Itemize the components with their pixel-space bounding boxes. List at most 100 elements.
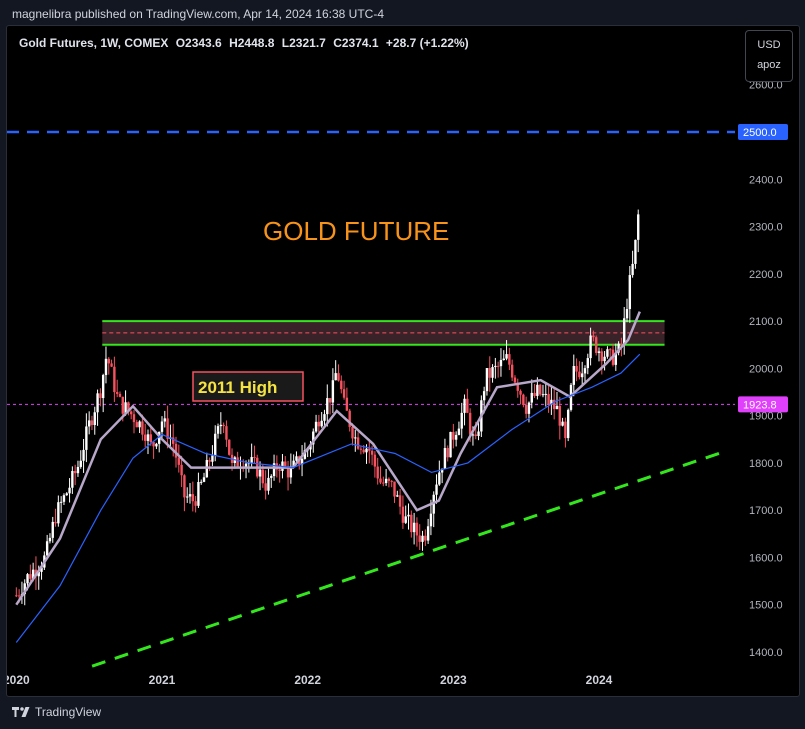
annotation-box-label: 2011 High (198, 378, 277, 397)
candle-body (303, 450, 307, 459)
candle-body (637, 214, 640, 240)
x-tick-label: 2021 (149, 673, 176, 687)
candle-body (155, 443, 158, 447)
candle-body (289, 466, 293, 478)
candle-body (510, 364, 514, 378)
candle-body (219, 424, 223, 427)
candle-body (508, 354, 511, 365)
candle-body (491, 367, 494, 378)
candle-body (547, 393, 550, 405)
candle-body (620, 343, 623, 345)
candle-body (452, 431, 455, 440)
candle-body (488, 368, 491, 378)
candle-body (51, 521, 54, 538)
candle-body (550, 399, 553, 405)
candle-body (555, 405, 559, 410)
candle-body (328, 398, 332, 403)
candle-body (267, 477, 270, 491)
candle-body (606, 349, 609, 357)
candle-body (314, 421, 318, 432)
candle-body (342, 389, 346, 398)
candle-body (516, 382, 519, 391)
candle-body (334, 373, 337, 381)
candle-body (376, 466, 379, 479)
y-tick-label: 1600.0 (749, 552, 783, 564)
candle-body (90, 420, 94, 425)
candle-body (79, 460, 82, 467)
candle-body (323, 414, 326, 421)
candle-body (634, 239, 637, 264)
candle-body (368, 448, 371, 451)
candle-body (594, 337, 598, 353)
candle-body (370, 450, 374, 455)
candle-body (477, 431, 480, 436)
candle-body (15, 595, 18, 597)
candle-body (424, 535, 427, 541)
candle-body (384, 478, 388, 484)
tradingview-label: TradingView (35, 705, 102, 719)
candle-body (71, 470, 74, 488)
candle-body (65, 493, 68, 496)
chart-frame[interactable]: GOLD FUTURE 2011 High 1400.0 1500.0 1600.0 1… (6, 25, 800, 697)
candle-body (96, 393, 99, 413)
candle-body (457, 428, 461, 435)
candle-body (258, 469, 262, 477)
legend-symbol: Gold Futures, 1W, COMEX (19, 36, 169, 50)
chart-canvas[interactable]: GOLD FUTURE 2011 High 1400.0 1500.0 1600.0 1… (7, 26, 799, 696)
candle-body (496, 365, 500, 367)
currency-button[interactable]: USD apoz (745, 30, 793, 82)
candle-body (272, 463, 276, 477)
candle-body (628, 275, 632, 310)
candle-body (575, 366, 578, 372)
candle-body (530, 392, 533, 403)
candle-body (250, 457, 253, 463)
candle-body (68, 487, 71, 494)
candle-body (538, 384, 542, 395)
candle-body (362, 449, 365, 453)
candle-body (460, 412, 463, 429)
candle-body (348, 410, 351, 427)
candle-body (278, 469, 281, 471)
candle-body (572, 366, 575, 385)
candle-body (166, 418, 169, 439)
candle-body (401, 506, 405, 523)
candle-body (132, 414, 136, 423)
candle-body (214, 433, 217, 456)
candle-body (152, 442, 155, 447)
candle-body (57, 502, 60, 524)
candle-body (426, 526, 430, 541)
candle-body (485, 368, 489, 392)
candle-body (82, 449, 85, 461)
x-tick-label: 2022 (294, 673, 321, 687)
candle-body (143, 434, 147, 441)
candle-body (163, 418, 167, 422)
candle-body (300, 458, 304, 465)
candle-body (146, 434, 150, 441)
support-trendline (91, 449, 727, 668)
candle-body (583, 368, 587, 374)
y-tick-label: 1400.0 (749, 647, 783, 659)
candle-body (87, 420, 91, 427)
candle-body (407, 514, 410, 517)
candle-body (236, 457, 239, 468)
candle-body (45, 541, 49, 556)
candle-body (40, 567, 43, 572)
candle-body (261, 469, 265, 484)
candle-body (617, 343, 620, 353)
candle-body (59, 501, 63, 503)
tradingview-brand[interactable]: TradingView (12, 705, 101, 719)
candle-body (623, 318, 626, 345)
candle-body (23, 583, 26, 595)
y-tick-label: 1500.0 (749, 600, 783, 612)
candle-body (390, 480, 393, 482)
legend-high: H2448.8 (229, 36, 275, 50)
candle-body (200, 481, 203, 483)
candle-body (354, 437, 357, 439)
footer-bar: TradingView (0, 697, 805, 729)
candle-body (129, 411, 133, 415)
candle-body (446, 448, 449, 458)
candle-body (141, 421, 144, 435)
candle-body (345, 397, 349, 411)
header-bar: magnelibra published on TradingView.com,… (0, 0, 805, 28)
candle-body (396, 495, 399, 497)
